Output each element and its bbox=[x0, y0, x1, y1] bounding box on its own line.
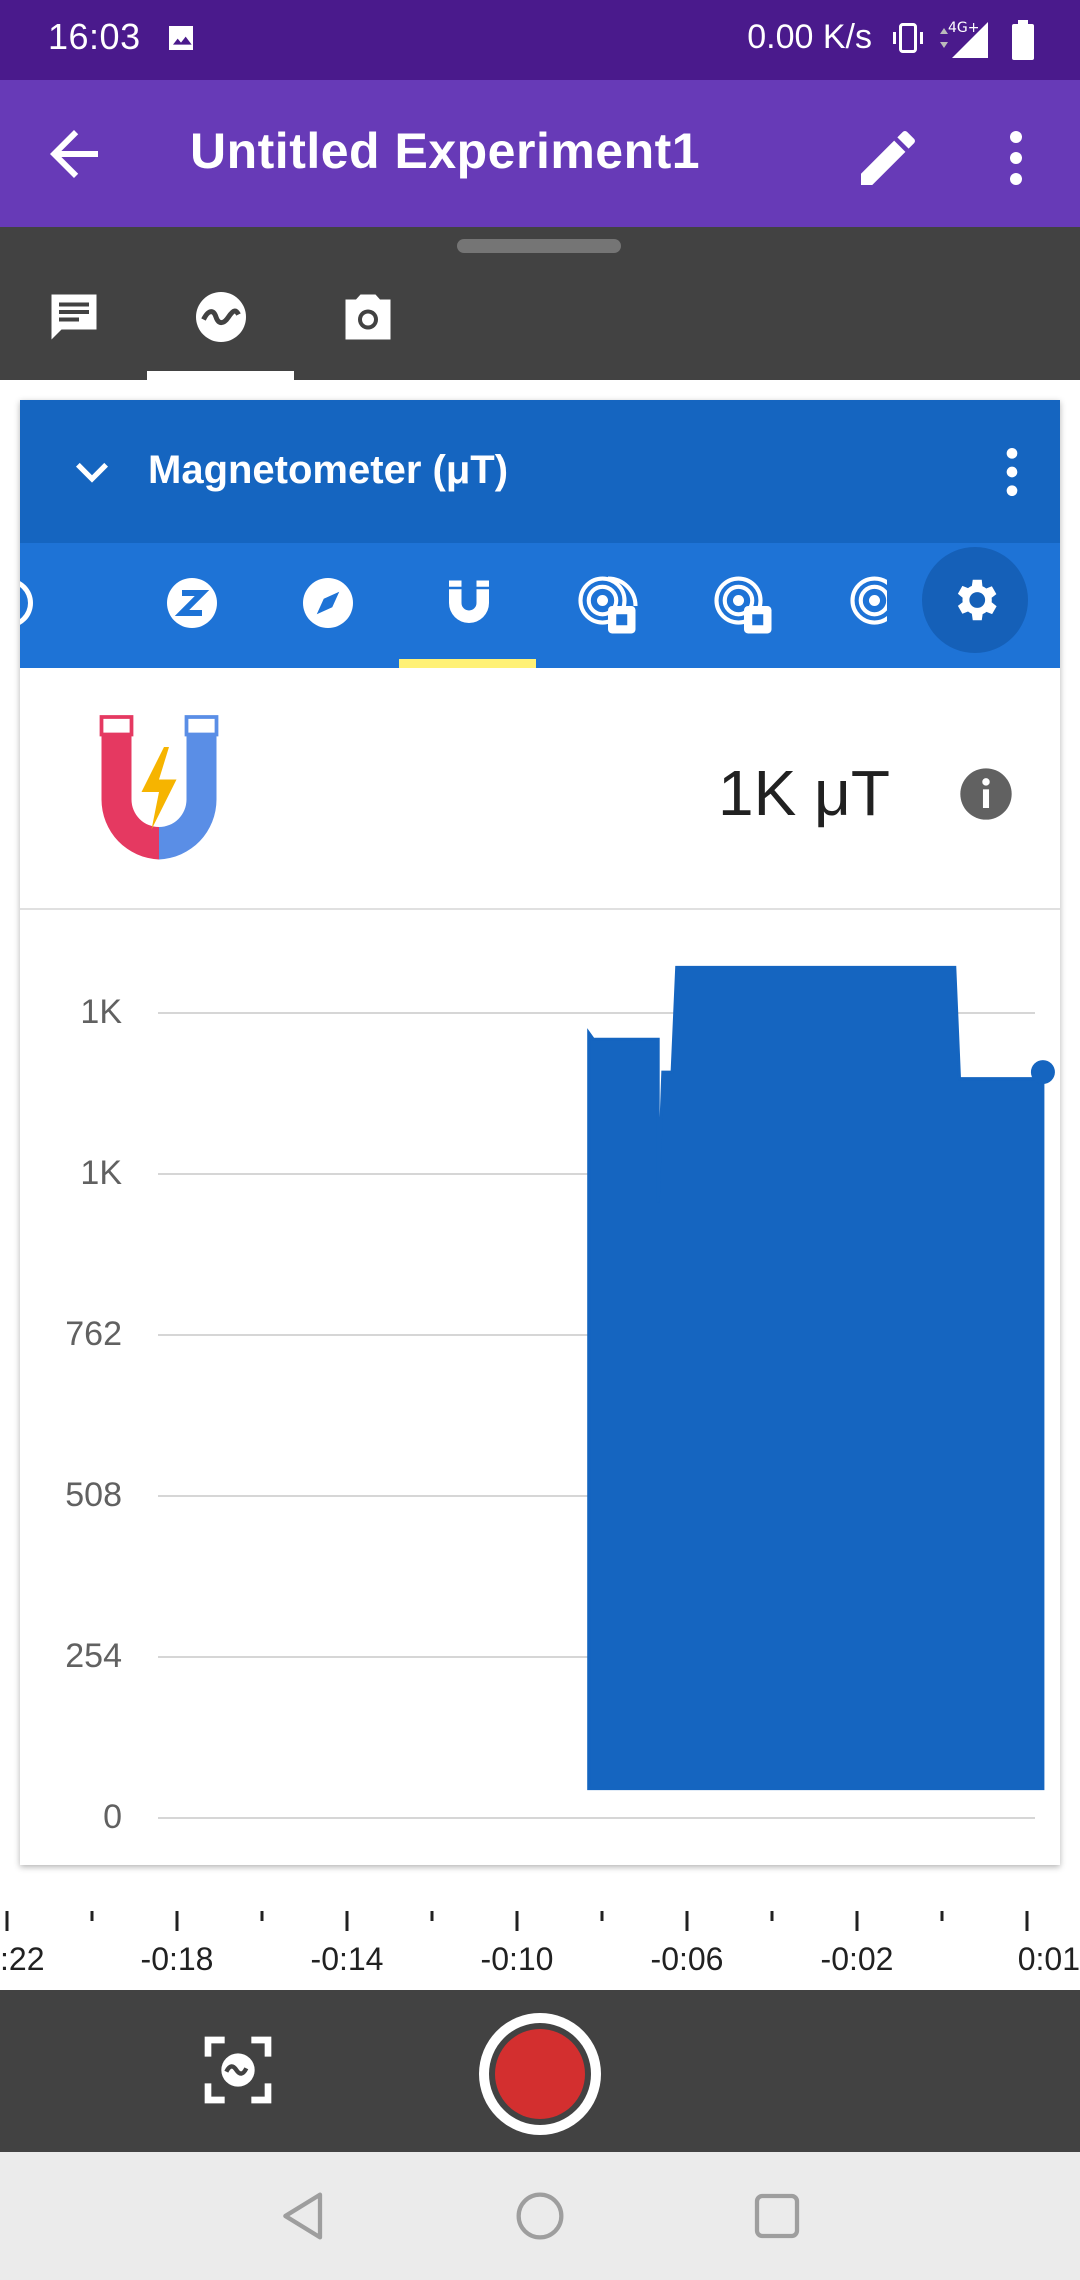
series-area bbox=[587, 965, 1045, 1791]
svg-text:4G+: 4G+ bbox=[948, 20, 980, 36]
selected-tab-indicator bbox=[147, 371, 294, 380]
record-icon bbox=[495, 2029, 585, 2119]
status-bar: 16:03 0.00 K/s 4G+ bbox=[0, 0, 1080, 80]
x-tick-label: 0:01 bbox=[1017, 1941, 1080, 1977]
sensor-reading-row: 1K μT bbox=[20, 668, 1060, 910]
nav-back-icon[interactable] bbox=[272, 2184, 336, 2248]
y-tick-label: 1K bbox=[80, 1154, 122, 1192]
nav-home-icon[interactable] bbox=[508, 2184, 572, 2248]
x-tick-label: -0:18 bbox=[140, 1941, 214, 1977]
chevron-down-icon[interactable] bbox=[60, 440, 124, 504]
chart-plot bbox=[158, 965, 1055, 1819]
partial-sound-icon bbox=[850, 576, 887, 625]
image-icon bbox=[169, 26, 193, 50]
edit-pencil-icon[interactable] bbox=[852, 122, 924, 194]
more-vert-icon[interactable] bbox=[980, 122, 1052, 194]
sound-sensor-icon bbox=[578, 576, 638, 634]
current-value-point bbox=[1030, 1060, 1055, 1085]
page-title: Untitled Experiment1 bbox=[190, 123, 701, 179]
status-time: 16:03 bbox=[48, 16, 141, 57]
y-tick-label: 762 bbox=[65, 1315, 122, 1353]
sensor-tab-partial[interactable] bbox=[20, 543, 74, 668]
tab-bar bbox=[0, 227, 1080, 380]
magnet-icon bbox=[99, 715, 219, 860]
drag-handle[interactable] bbox=[457, 239, 621, 253]
back-arrow-icon[interactable] bbox=[38, 118, 110, 190]
record-button[interactable] bbox=[479, 2013, 601, 2135]
y-tick-label: 0 bbox=[103, 1798, 122, 1836]
snapshot-icon[interactable] bbox=[198, 2030, 278, 2110]
sensor-tab-z[interactable] bbox=[122, 543, 258, 668]
battery-icon bbox=[1012, 20, 1034, 60]
z-sensor-icon bbox=[167, 578, 217, 628]
sound-sensor-icon bbox=[714, 576, 772, 634]
signal-icon: 4G+ bbox=[940, 20, 988, 58]
sensor-selector bbox=[20, 543, 1060, 668]
x-tick-label: -0:06 bbox=[650, 1941, 724, 1977]
sensor-tab-partial-2[interactable] bbox=[807, 543, 887, 668]
nav-recents-icon[interactable] bbox=[745, 2184, 809, 2248]
app-bar: Untitled Experiment1 bbox=[0, 80, 1080, 227]
sensor-tab-sound-1[interactable] bbox=[535, 543, 671, 668]
sensor-card-header: Magnetometer (μT) bbox=[20, 400, 1060, 543]
tab-sensors[interactable] bbox=[147, 267, 295, 380]
sensor-card: Magnetometer (μT) bbox=[20, 400, 1060, 1865]
tab-notes[interactable] bbox=[0, 267, 148, 380]
info-icon[interactable] bbox=[958, 766, 1014, 822]
sensor-settings-button[interactable] bbox=[922, 547, 1028, 653]
sensor-value: 1K μT bbox=[717, 757, 890, 829]
record-ring bbox=[489, 2023, 591, 2125]
x-tick-label: :22 bbox=[0, 1941, 45, 1977]
sensor-tab-compass[interactable] bbox=[258, 543, 394, 668]
y-tick-label: 254 bbox=[65, 1637, 122, 1675]
more-vert-icon[interactable] bbox=[980, 440, 1044, 504]
note-icon bbox=[51, 294, 97, 340]
compass-icon bbox=[303, 578, 353, 628]
system-nav-bar bbox=[0, 2152, 1080, 2280]
gear-icon bbox=[957, 579, 997, 621]
time-axis-ticks bbox=[5, 1911, 1029, 1931]
magnetometer-chart[interactable]: 1K 1K 762 508 254 0 bbox=[20, 910, 1060, 1865]
camera-icon bbox=[345, 294, 391, 340]
tab-camera[interactable] bbox=[294, 267, 442, 380]
vibrate-icon bbox=[893, 23, 923, 53]
x-tick-label: -0:14 bbox=[310, 1941, 384, 1977]
y-tick-label: 508 bbox=[65, 1476, 122, 1514]
y-tick-label: 1K bbox=[80, 993, 122, 1031]
network-speed: 0.00 K/s bbox=[747, 18, 872, 56]
partial-circle-icon bbox=[20, 581, 33, 625]
x-tick-label: -0:10 bbox=[480, 1941, 554, 1977]
sensor-tab-sound-2[interactable] bbox=[671, 543, 807, 668]
sensor-tab-magnetometer[interactable] bbox=[399, 543, 535, 668]
x-tick-label: -0:02 bbox=[820, 1941, 894, 1977]
selected-sensor-indicator bbox=[399, 659, 536, 668]
record-control-bar bbox=[0, 1990, 1080, 2152]
waveform-icon bbox=[196, 292, 246, 342]
magnet-icon bbox=[449, 580, 489, 623]
time-axis: :22 -0:18 -0:14 -0:10 -0:06 -0:02 0:01 bbox=[0, 1895, 1080, 1990]
sensor-title: Magnetometer (μT) bbox=[148, 448, 509, 492]
